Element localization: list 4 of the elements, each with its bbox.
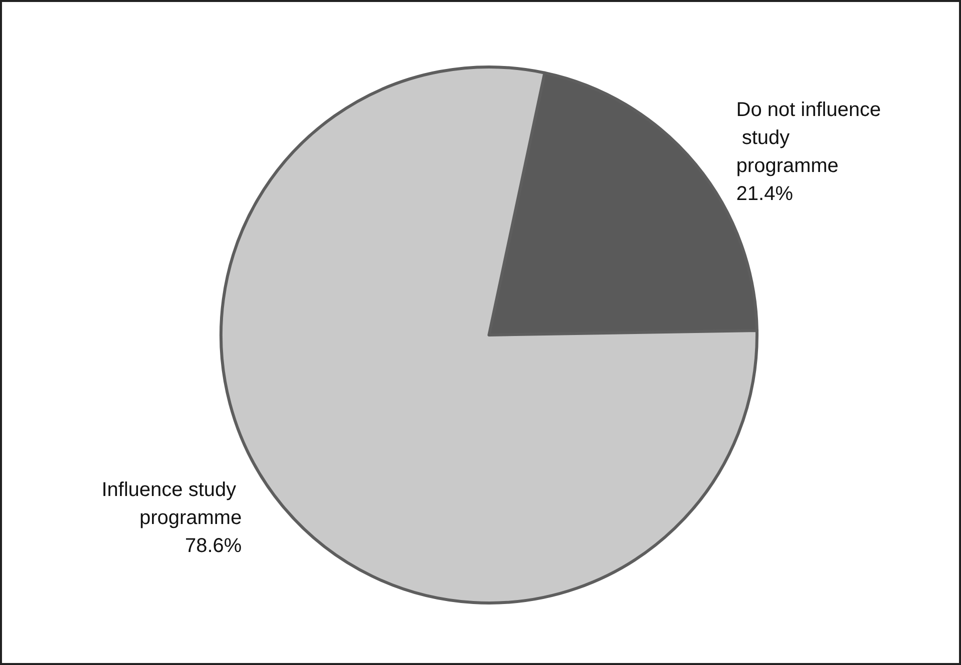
- slice-label: Do not influence study programme: [736, 98, 881, 177]
- data-label: 21.4%: [736, 182, 794, 205]
- data-label: 78.6%: [184, 535, 242, 558]
- slice-label: Influence study programme: [102, 479, 242, 530]
